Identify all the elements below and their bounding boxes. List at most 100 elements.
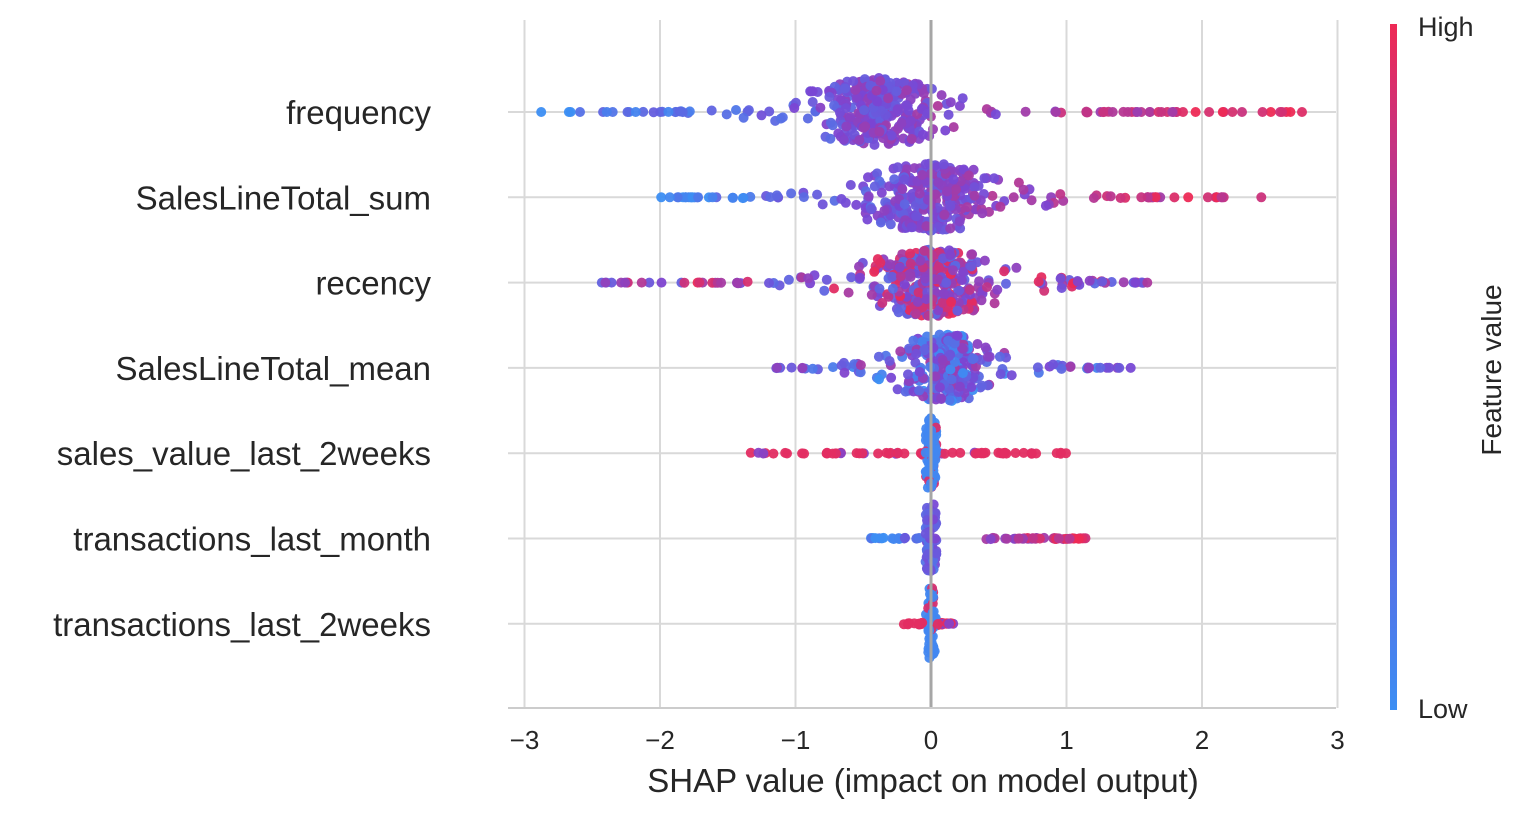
shap-point — [855, 272, 865, 283]
shap-point — [955, 447, 966, 458]
shap-point — [843, 287, 854, 298]
shap-point — [892, 384, 903, 395]
shap-point — [938, 159, 949, 170]
shap-point — [1084, 275, 1095, 286]
feature-label: transactions_last_2weeks — [53, 606, 431, 643]
shap-point — [989, 173, 1000, 184]
shap-point — [854, 261, 864, 272]
shap-point — [1114, 362, 1125, 373]
shap-point — [575, 107, 585, 117]
shap-point — [836, 194, 847, 204]
shap-point — [914, 188, 925, 199]
shap-point — [1051, 448, 1062, 459]
shap-point — [945, 223, 956, 234]
shap-point — [1150, 192, 1161, 203]
shap-point — [777, 112, 788, 123]
shap-point — [1006, 370, 1017, 381]
shap-point — [1027, 533, 1038, 544]
shap-point — [758, 448, 769, 459]
shap-point — [727, 192, 738, 203]
shap-point — [630, 107, 641, 117]
shap-point — [846, 272, 857, 283]
shap-point — [1142, 277, 1153, 288]
shap-point — [860, 121, 871, 132]
shap-point — [944, 395, 955, 406]
shap-point — [845, 112, 856, 122]
shap-point — [1098, 107, 1109, 118]
shap-point — [565, 107, 576, 117]
shap-point — [903, 270, 914, 281]
shap-point — [985, 534, 996, 545]
shap-point — [941, 186, 952, 197]
shap-point — [989, 298, 1000, 309]
shap-point — [913, 287, 924, 298]
shap-point — [745, 447, 756, 458]
shap-point — [875, 76, 886, 87]
shap-point — [893, 307, 904, 318]
shap-point — [887, 271, 898, 282]
shap-point — [892, 162, 903, 173]
shap-point — [764, 278, 774, 288]
colorbar-gradient — [1390, 24, 1397, 710]
shap-point — [977, 208, 988, 219]
shap-point — [694, 277, 705, 288]
shap-point — [908, 335, 919, 346]
shap-point — [1156, 107, 1167, 117]
shap-point — [886, 130, 897, 141]
shap-point — [884, 356, 895, 366]
shap-point — [939, 209, 950, 220]
shap-point — [992, 284, 1003, 295]
x-tick-label: −1 — [781, 725, 811, 755]
shap-point — [892, 448, 903, 459]
shap-point — [863, 191, 874, 202]
shap-point — [851, 93, 862, 103]
shap-point — [980, 447, 991, 458]
x-tick-label: 1 — [1059, 725, 1073, 755]
shap-point — [1256, 192, 1267, 203]
shap-point — [957, 93, 968, 104]
shap-point — [869, 181, 880, 192]
shap-point — [874, 283, 885, 294]
shap-point — [895, 271, 906, 282]
shap-point — [900, 386, 911, 397]
shap-point — [917, 170, 928, 180]
shap-point — [807, 97, 818, 107]
x-tick-label: −3 — [510, 725, 540, 755]
shap-point — [1020, 106, 1031, 117]
shap-point — [979, 255, 990, 266]
shap-point — [1169, 192, 1180, 203]
shap-point — [933, 261, 944, 272]
shap-point — [886, 372, 897, 383]
shap-point — [845, 180, 856, 190]
shap-point — [948, 122, 959, 133]
shap-point — [937, 355, 948, 366]
shap-point — [638, 106, 649, 117]
shap-point — [789, 103, 800, 113]
shap-point — [947, 447, 958, 458]
shap-point — [894, 262, 905, 273]
shap-point — [948, 174, 959, 185]
shap-point — [875, 257, 886, 268]
shap-point — [764, 106, 775, 117]
shap-point — [954, 101, 965, 111]
shap-point — [901, 85, 912, 96]
shap-point — [930, 189, 941, 200]
shap-point — [891, 86, 902, 97]
colorbar-low-label: Low — [1418, 694, 1468, 724]
shap-point — [656, 192, 667, 203]
shap-point — [1265, 107, 1276, 117]
shap-point — [737, 193, 748, 204]
shap-point — [982, 351, 993, 362]
shap-point — [954, 216, 965, 227]
shap-point — [1055, 273, 1066, 284]
shap-point — [889, 174, 900, 185]
shap-point — [786, 188, 797, 199]
shap-point — [866, 204, 877, 214]
shap-point — [693, 192, 704, 203]
shap-point — [815, 102, 826, 113]
shap-point — [885, 447, 896, 458]
x-tick-label: 2 — [1195, 725, 1209, 755]
shap-point — [1145, 107, 1156, 117]
shap-point — [946, 374, 957, 385]
shap-point — [969, 182, 980, 193]
